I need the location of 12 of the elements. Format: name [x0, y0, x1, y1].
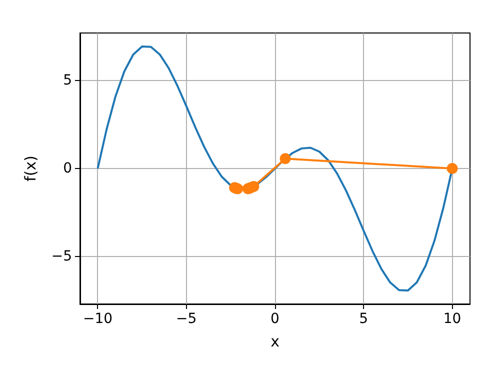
y-tick-label: 0 — [63, 160, 72, 176]
point — [446, 163, 458, 174]
x-tick-label: 0 — [270, 311, 280, 327]
x-tick-label: 10 — [443, 311, 462, 327]
x-tick-label: 5 — [359, 311, 368, 327]
x-tick-label: −10 — [82, 311, 112, 327]
x-tick-label: −5 — [176, 311, 197, 327]
y-axis-title: f(x) — [22, 156, 40, 182]
x-axis-title: x — [270, 332, 280, 350]
point — [280, 153, 291, 164]
y-tick-label: −5 — [51, 248, 72, 264]
y-tick-label: 5 — [63, 72, 72, 89]
